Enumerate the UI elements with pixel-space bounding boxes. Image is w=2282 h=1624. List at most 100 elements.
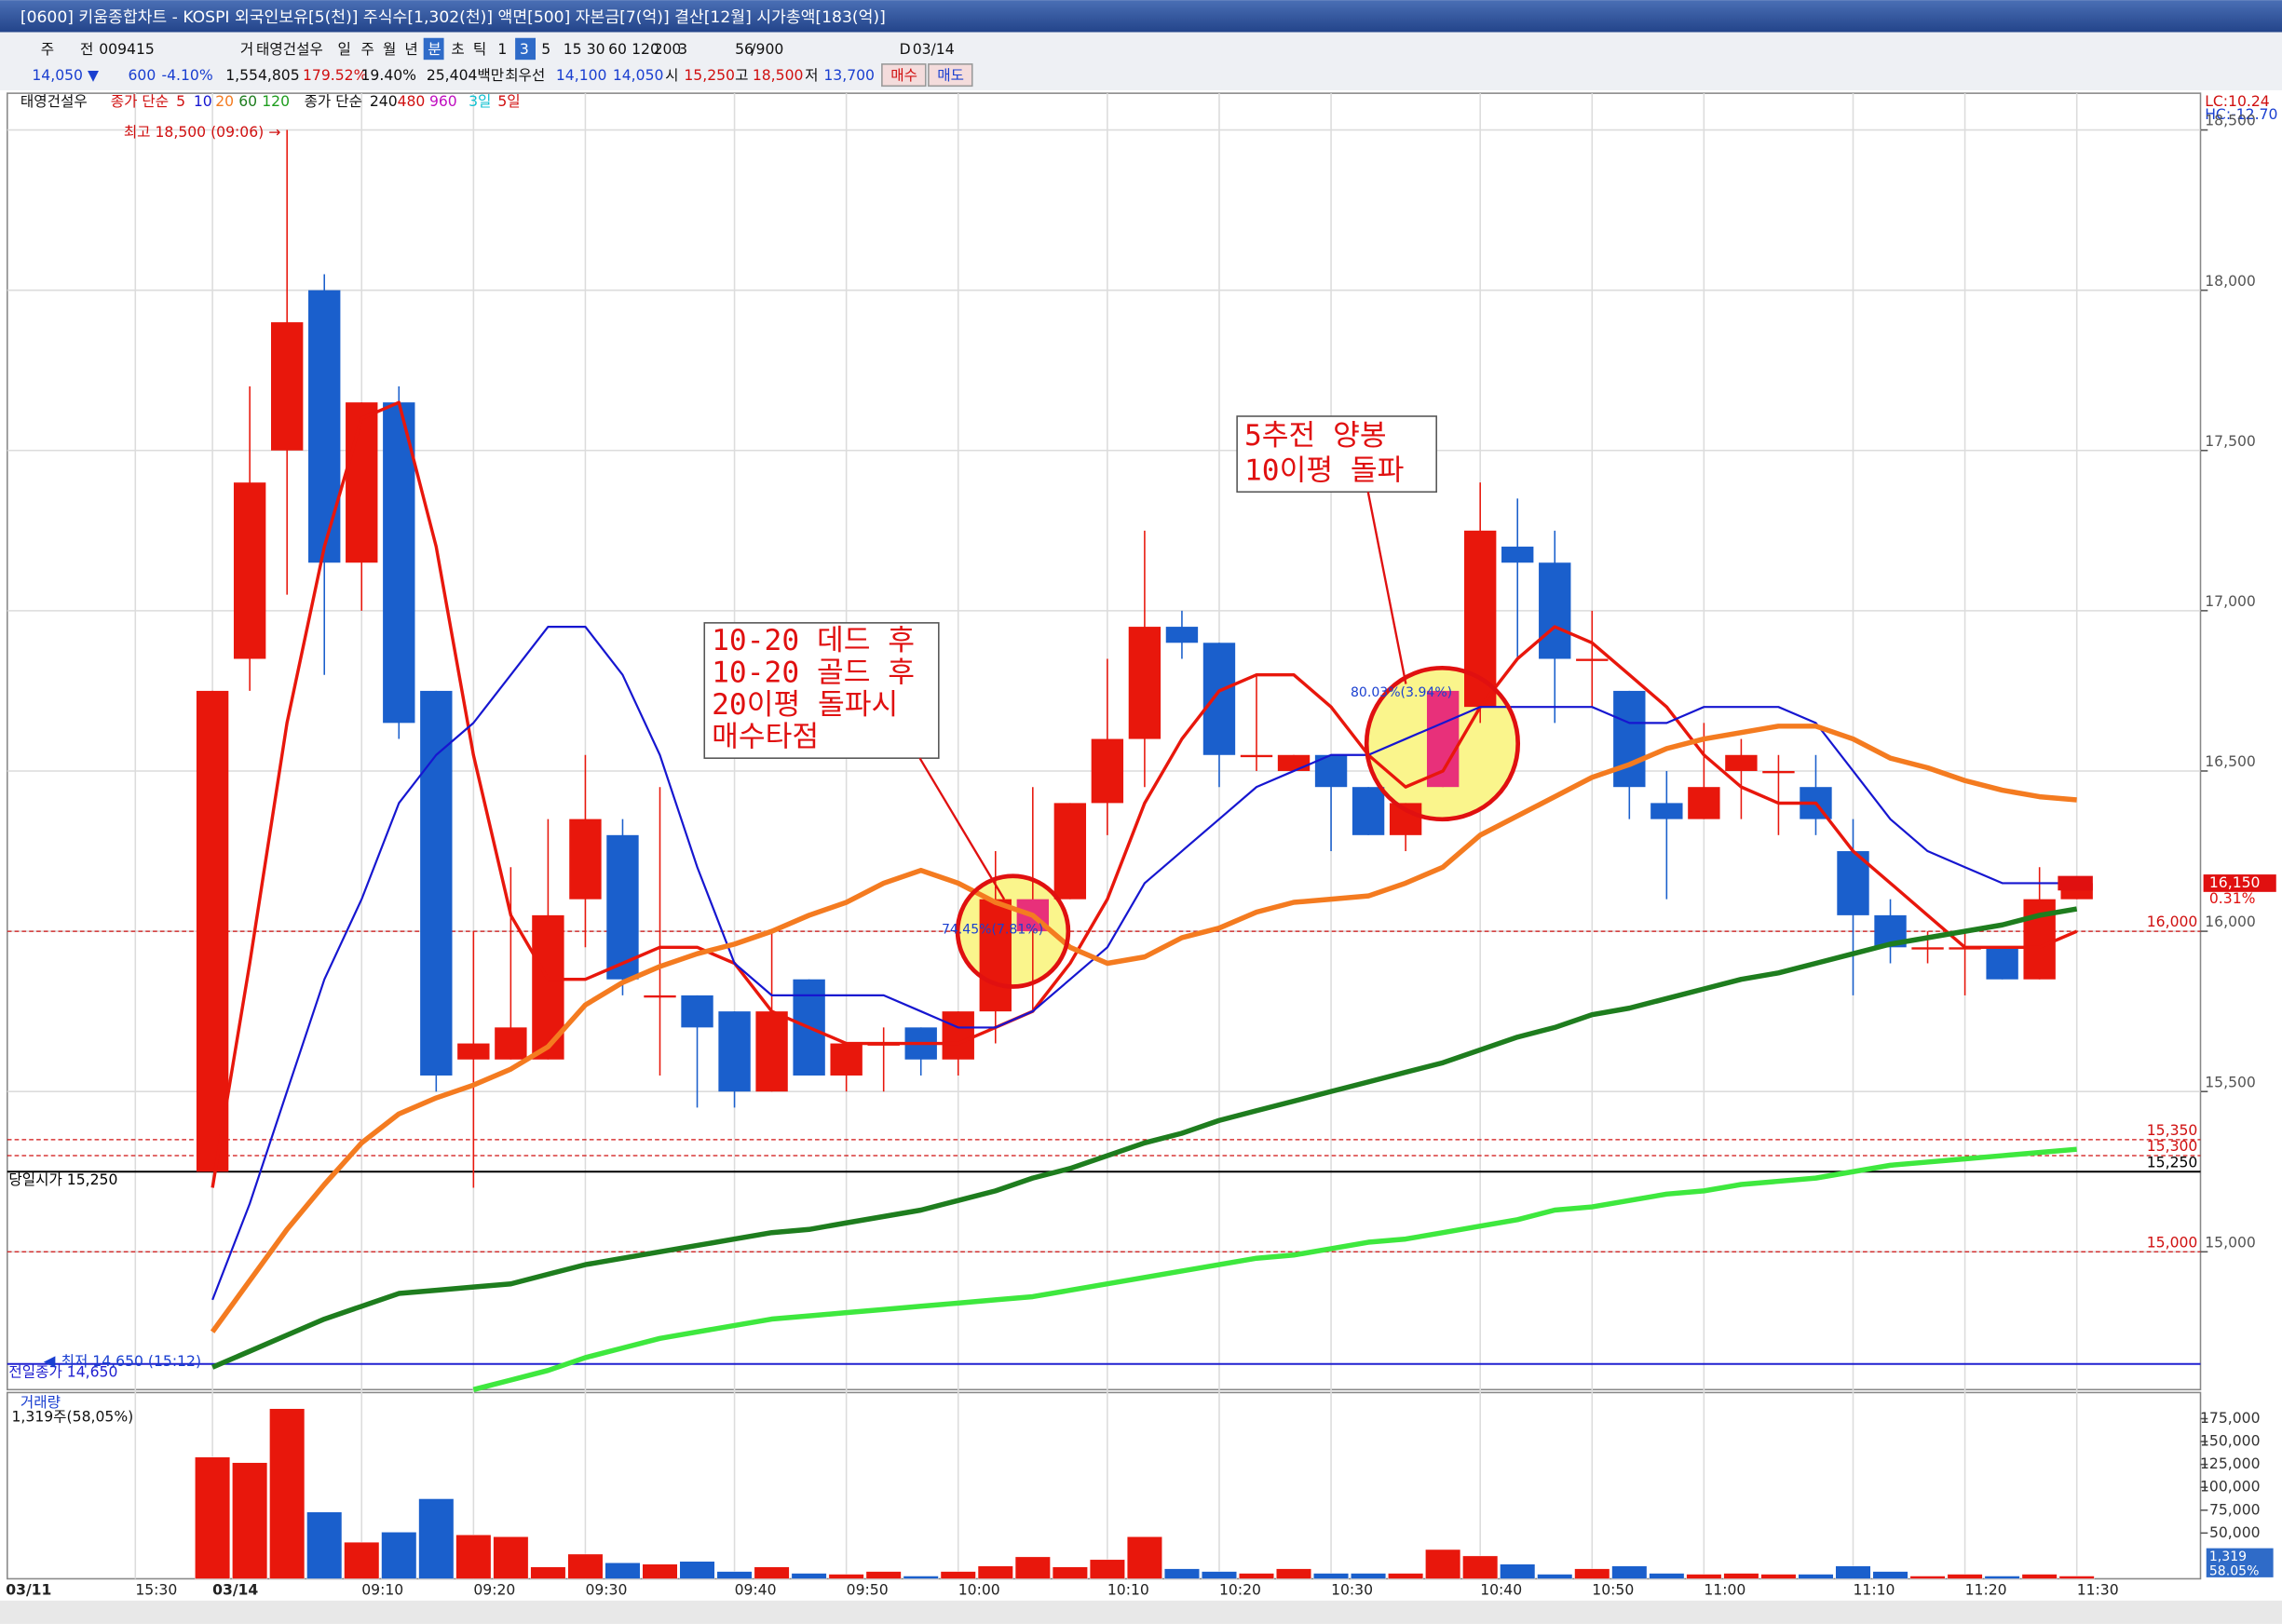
toolbar-item[interactable]: 태영건설우 — [256, 41, 323, 58]
candle-body — [755, 1011, 788, 1092]
x-tick-label: 11:10 — [1854, 1581, 1895, 1598]
y-tick-label: 15,000 — [2205, 1234, 2256, 1251]
volume-tick-label: 100,000 — [2200, 1479, 2261, 1495]
toolbar-selected — [423, 37, 444, 61]
highlight-ring — [955, 873, 1071, 989]
candle-body — [644, 995, 676, 998]
toolbar-item[interactable]: 60 — [608, 41, 627, 58]
candle-body — [979, 899, 1012, 1012]
order-button-label[interactable]: 매수 — [890, 67, 917, 84]
scrollbar[interactable] — [0, 1600, 2282, 1624]
volume-bar — [232, 1462, 268, 1579]
volume-bar — [1126, 1536, 1162, 1579]
note-box — [703, 622, 940, 759]
volume-bar — [828, 1574, 864, 1579]
volume-bar — [1388, 1573, 1424, 1579]
x-tick-label: 10:40 — [1480, 1581, 1522, 1598]
candle-body — [1128, 627, 1161, 739]
legend-item: 종가 단순 — [111, 93, 169, 110]
candle-body — [1613, 690, 1646, 788]
toolbar — [0, 32, 2282, 90]
volume-bar — [642, 1563, 678, 1579]
note-text: 5추전 양봉 — [1244, 419, 1387, 453]
price-line-label: 15,000 — [2147, 1234, 2198, 1251]
window-title: [0600] 키움종합차트 - KOSPI 외국인보유[5(천)] 주식수[1,… — [20, 8, 886, 27]
toolbar-item[interactable]: D — [900, 41, 911, 58]
candle-body — [1725, 754, 1758, 771]
volume-bar — [1984, 1576, 2020, 1579]
toolbar-item[interactable]: 120 — [632, 41, 659, 58]
volume-bar — [1798, 1574, 1834, 1579]
volume-box-label: 58.05% — [2209, 1564, 2260, 1579]
volume-bar — [1872, 1571, 1908, 1579]
toolbar-item[interactable]: 30 — [587, 41, 605, 58]
candle-body — [196, 690, 229, 1172]
volume-bar — [1351, 1573, 1387, 1579]
volume-bar — [195, 1456, 231, 1579]
toolbar-item[interactable]: 거 — [240, 41, 253, 58]
x-tick-label: 11:30 — [2077, 1581, 2119, 1598]
candle-body — [606, 834, 639, 980]
toolbar-item[interactable]: 56 — [735, 41, 754, 58]
y-tick-label: 18,500 — [2205, 113, 2256, 129]
legend-item: 60 — [238, 93, 257, 110]
candle-body — [1053, 803, 1087, 900]
volume-tick-label: 75,000 — [2209, 1501, 2261, 1518]
note-pointer — [918, 757, 1006, 900]
toolbar-item[interactable]: 일 — [338, 41, 351, 58]
toolbar-item[interactable]: 03/14 — [913, 41, 955, 58]
toolbar-item[interactable]: 주 — [41, 41, 54, 58]
volume-bar — [455, 1535, 492, 1579]
note-text: 10-20 데드 후 — [712, 624, 915, 657]
toolbar-item[interactable]: 1 — [497, 41, 507, 58]
toolbar-item[interactable]: 틱 — [473, 41, 486, 58]
order-button — [928, 63, 973, 88]
volume-bar — [1201, 1571, 1237, 1579]
volume-bar — [567, 1553, 604, 1579]
moving-average — [472, 1146, 2077, 1392]
toolbar-item[interactable]: 15 — [564, 41, 582, 58]
volume-tick-label: 125,000 — [2200, 1455, 2261, 1472]
candle-body — [1202, 643, 1236, 755]
volume-bar — [1686, 1574, 1722, 1579]
percent-note: 80.03%(3.94%) — [1351, 685, 1452, 700]
candle-body — [495, 1027, 527, 1060]
note-text: 매수타점 — [712, 720, 819, 753]
volume-bar — [604, 1563, 641, 1579]
toolbar-item[interactable]: 초 — [451, 41, 464, 58]
order-button-label[interactable]: 매도 — [937, 67, 964, 84]
low-note-arrow — [43, 1356, 56, 1368]
info-item: 19.40% — [361, 67, 417, 84]
candle-body — [457, 1043, 490, 1060]
candle-body — [569, 819, 602, 900]
candle-body — [233, 482, 266, 659]
candle-body — [1277, 754, 1311, 771]
candle-body — [1165, 627, 1199, 643]
y-tick-label: 16,500 — [2205, 753, 2256, 770]
volume-bar — [1909, 1576, 1946, 1579]
candle-body — [271, 322, 304, 451]
note-text: 10이평 돌파 — [1244, 453, 1404, 487]
toolbar-item[interactable]: 3 — [520, 41, 529, 58]
toolbar-item[interactable]: 009415 — [99, 41, 155, 58]
toolbar-item[interactable]: 주 — [361, 41, 374, 58]
toolbar-item[interactable]: 200 — [654, 41, 682, 58]
volume-bar — [1014, 1556, 1051, 1579]
volume-bar — [1723, 1573, 1759, 1579]
toolbar-item[interactable]: 분 — [428, 41, 441, 58]
toolbar-item[interactable]: 전 — [80, 41, 93, 58]
volume-bar — [1052, 1566, 1088, 1579]
toolbar-item[interactable]: 월 — [383, 41, 396, 58]
volume-tick-label: 50,000 — [2209, 1524, 2261, 1541]
legend-item: 5 — [176, 93, 185, 110]
price-line-label: 15,250 — [2147, 1154, 2198, 1171]
moving-average — [210, 724, 2077, 1333]
toolbar-item[interactable]: 년 — [404, 41, 417, 58]
note-pointer — [1366, 492, 1407, 684]
toolbar-item[interactable]: 3 — [678, 41, 687, 58]
toolbar-item[interactable]: 5 — [541, 41, 550, 58]
volume-bar — [1537, 1574, 1573, 1579]
toolbar-item[interactable]: /900 — [751, 41, 783, 58]
y-tick-label: 17,000 — [2205, 593, 2256, 610]
